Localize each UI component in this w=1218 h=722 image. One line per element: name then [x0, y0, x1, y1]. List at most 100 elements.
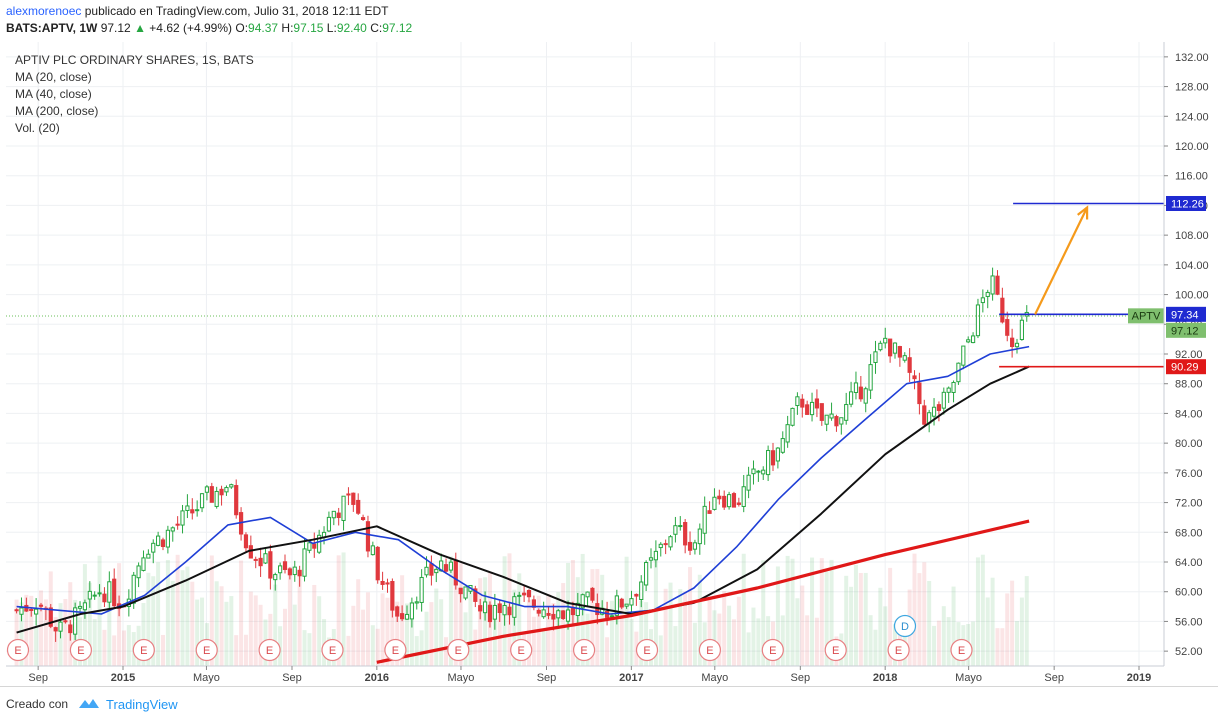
- volume-bar-62: [317, 596, 322, 666]
- candle-3: [29, 607, 34, 617]
- volume-bar-92: [463, 612, 468, 666]
- candle-43: [224, 485, 229, 496]
- volume-bar-174: [863, 572, 868, 666]
- candle-157: [780, 431, 785, 454]
- volume-bar-144: [717, 613, 722, 666]
- volume-bar-20: [112, 635, 117, 666]
- candle-4: [34, 598, 39, 626]
- tradingview-logo-icon[interactable]: [78, 697, 100, 712]
- svg-text:E: E: [580, 645, 587, 657]
- candle-10: [63, 619, 68, 624]
- candle-48: [248, 535, 253, 559]
- volume-bar-96: [483, 577, 488, 666]
- volume-bar-184: [912, 553, 917, 666]
- volume-bar-121: [605, 637, 610, 666]
- ma-line-2: [376, 519, 1030, 664]
- earnings-marker-6[interactable]: E: [384, 638, 407, 662]
- price-tick-18: 124.00: [1175, 111, 1209, 123]
- volume-bar-162: [805, 615, 810, 666]
- legend-volume[interactable]: Vol. (20): [15, 121, 60, 135]
- earnings-marker-9[interactable]: E: [572, 638, 596, 662]
- dividend-marker[interactable]: D: [893, 614, 917, 638]
- price-tick-9: 88.00: [1175, 379, 1203, 391]
- earnings-marker-8[interactable]: E: [510, 638, 533, 662]
- candle-75: [380, 571, 385, 590]
- candle-145: [722, 490, 727, 510]
- earnings-marker-4[interactable]: E: [258, 638, 281, 662]
- svg-text:E: E: [706, 645, 713, 657]
- candle-92: [463, 586, 468, 601]
- candle-132: [658, 542, 663, 557]
- time-tick-2: Mayo: [193, 672, 220, 684]
- svg-text:E: E: [329, 645, 336, 657]
- volume-bar-190: [941, 606, 946, 666]
- volume-bar-175: [868, 615, 873, 666]
- candle-70: [356, 493, 361, 515]
- volume-bar-37: [195, 599, 200, 666]
- candle-9: [58, 619, 63, 639]
- volume-bar-156: [775, 566, 780, 666]
- support-price-tag: 90.29: [1166, 359, 1206, 375]
- candle-126: [629, 590, 634, 616]
- price-axis[interactable]: 52.00 56.00 60.00 64.00 68.00 72.00 76.00 80.00…: [1163, 42, 1209, 666]
- candle-128: [639, 575, 644, 608]
- volume-bar-112: [561, 583, 566, 666]
- price-chart[interactable]: E E E E E E E E E E E E E E E ED APTV 52.0056.0060.0064…: [0, 0, 1218, 690]
- legend-ma200[interactable]: MA (200, close): [15, 104, 99, 118]
- price-tick-19: 128.00: [1175, 82, 1209, 94]
- earnings-marker-14[interactable]: E: [887, 638, 910, 662]
- legend-ma40[interactable]: MA (40, close): [15, 87, 92, 101]
- earnings-marker-15[interactable]: E: [950, 638, 973, 662]
- earnings-marker-13[interactable]: E: [824, 638, 847, 662]
- candle-83: [419, 569, 424, 612]
- candle-102: [512, 592, 517, 626]
- candle-137: [683, 519, 688, 554]
- earnings-marker-5[interactable]: E: [321, 638, 344, 662]
- candle-134: [668, 535, 673, 551]
- candle-34: [180, 504, 185, 534]
- projection-arrow[interactable]: [1034, 207, 1089, 315]
- candle-188: [931, 398, 937, 426]
- earnings-marker-1[interactable]: E: [69, 638, 93, 662]
- earnings-marker-2[interactable]: E: [132, 638, 155, 662]
- candle-82: [414, 596, 419, 610]
- volume-bar-33: [175, 554, 180, 666]
- earnings-marker-11[interactable]: E: [698, 638, 722, 662]
- candle-37: [195, 500, 200, 517]
- candle-196: [970, 332, 976, 344]
- created-with: Creado con: [6, 697, 69, 711]
- legend-ma20[interactable]: MA (20, close): [15, 70, 92, 84]
- volume-bar-49: [253, 595, 258, 666]
- volume-bar-69: [351, 605, 356, 666]
- earnings-marker-7[interactable]: E: [447, 638, 470, 662]
- earnings-marker-10[interactable]: E: [635, 638, 659, 662]
- candle-13: [77, 601, 83, 612]
- volume-bar-38: [200, 597, 205, 666]
- volume-bar-145: [722, 591, 727, 666]
- candle-147: [731, 491, 737, 508]
- volume-bar-185: [917, 573, 922, 666]
- svg-text:APTV: APTV: [1132, 310, 1161, 322]
- volume-bar-55: [283, 608, 288, 666]
- volume-bar-60: [307, 633, 312, 666]
- author-link[interactable]: alexmorenoec: [6, 4, 82, 18]
- time-axis[interactable]: Sep 2015 Mayo Sep 2016 Mayo Sep 2017 Mayo Sep 2018…: [6, 665, 1164, 684]
- level-price-tag: 97.34: [1166, 306, 1206, 322]
- candle-80: [404, 605, 410, 620]
- candle-108: [541, 601, 546, 619]
- event-markers[interactable]: E E E E E E E E E E E E E E E ED: [6, 614, 973, 662]
- volume-bar-111: [556, 592, 561, 666]
- earnings-marker-0[interactable]: E: [6, 638, 30, 662]
- volume-bar-129: [644, 602, 649, 666]
- volume-bar-10: [63, 598, 68, 666]
- earnings-marker-3[interactable]: E: [195, 638, 218, 662]
- earnings-marker-12[interactable]: E: [761, 638, 784, 662]
- time-tick-7: 2017: [619, 672, 643, 684]
- volume-bar-167: [829, 559, 834, 666]
- candle-172: [853, 371, 859, 400]
- candle-139: [692, 539, 698, 555]
- candle-27: [146, 549, 151, 559]
- candle-136: [678, 516, 683, 531]
- volume-bar-76: [385, 597, 390, 666]
- tradingview-link[interactable]: TradingView: [106, 696, 178, 712]
